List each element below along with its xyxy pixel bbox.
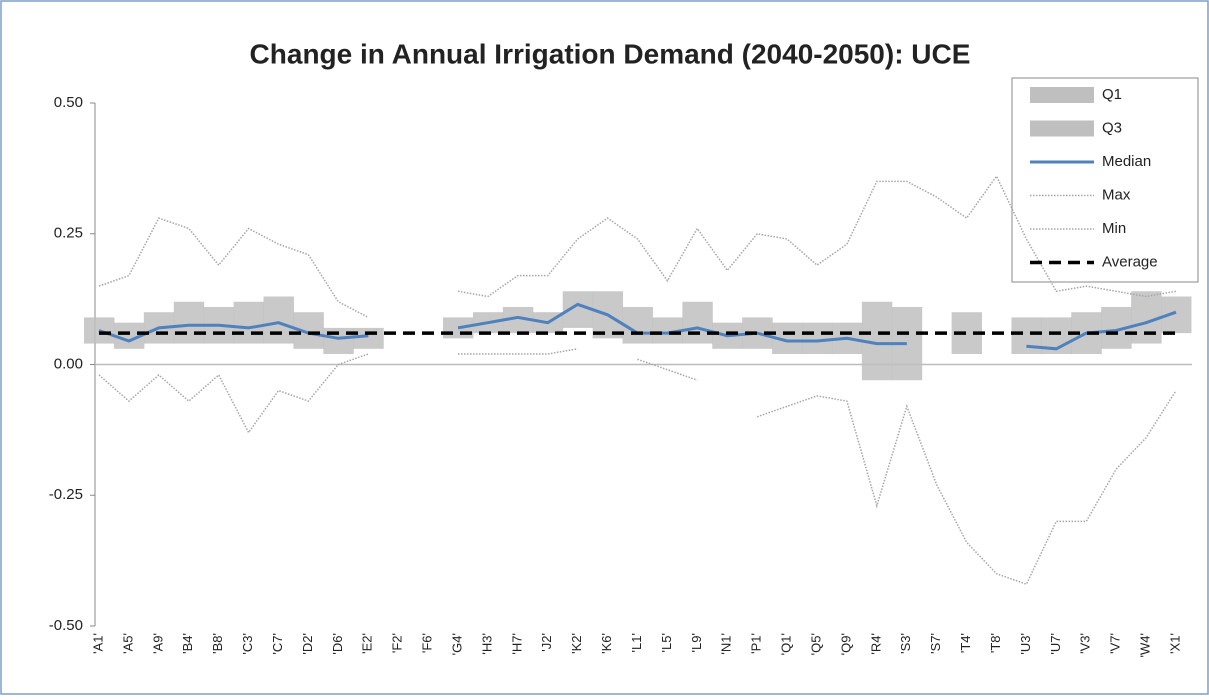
x-tick-label: 'L1' [629, 633, 644, 652]
x-tick-label: 'C3' [240, 633, 255, 655]
iqr-band [353, 327, 384, 349]
legend-label: Average [1102, 253, 1158, 270]
y-tick-label: 0.25 [54, 225, 83, 242]
iqr-band [1131, 291, 1162, 344]
x-tick-label: 'S7' [928, 633, 943, 654]
legend-label: Min [1102, 220, 1126, 237]
x-tick-label: 'S3' [898, 633, 913, 654]
x-tick-label: 'R4' [868, 633, 883, 655]
legend-swatch [1030, 120, 1094, 137]
x-tick-label: 'Q5' [808, 633, 823, 655]
x-tick-label: 'L9' [689, 633, 704, 652]
x-tick-label: 'D6' [330, 633, 345, 655]
iqr-band [263, 296, 294, 344]
x-tick-label: 'L5' [659, 633, 674, 652]
x-tick-label: 'P1' [749, 633, 764, 654]
y-tick-label: 0.00 [54, 355, 83, 372]
x-tick-label: 'H3' [479, 633, 494, 655]
y-tick-label: -0.50 [49, 617, 83, 634]
x-tick-label: 'V3' [1078, 633, 1093, 654]
x-tick-label: 'A9' [150, 633, 165, 654]
x-tick-label: 'N1' [719, 633, 734, 655]
x-tick-label: 'U3' [1018, 633, 1033, 655]
y-tick-label: -0.25 [49, 486, 83, 503]
x-tick-label: 'B8' [210, 633, 225, 654]
chart-title: Change in Annual Irrigation Demand (2040… [250, 38, 971, 69]
x-tick-label: 'D2' [300, 633, 315, 655]
x-tick-label: 'K6' [599, 633, 614, 654]
legend-label: Q3 [1102, 119, 1122, 136]
iqr-band [682, 301, 713, 344]
x-tick-label: 'T4' [958, 633, 973, 653]
x-tick-label: 'X1' [1167, 633, 1182, 654]
iqr-band [802, 322, 833, 355]
x-tick-label: 'H7' [509, 633, 524, 655]
series-line [98, 174, 1177, 319]
x-tick-label: 'B4' [180, 633, 195, 654]
legend-label: Max [1102, 186, 1131, 203]
legend-label: Q1 [1102, 86, 1122, 103]
x-tick-label: 'F2' [390, 633, 405, 653]
x-tick-label: 'G4' [449, 633, 464, 655]
x-tick-label: 'J2' [539, 633, 554, 652]
iqr-band [622, 306, 653, 344]
x-tick-label: 'Q9' [838, 633, 853, 655]
x-tick-label: 'C7' [270, 633, 285, 655]
x-tick-label: 'K2' [569, 633, 584, 654]
legend [1011, 77, 1199, 283]
x-tick-label: 'E2' [360, 633, 375, 654]
x-tick-label: 'A5' [120, 633, 135, 654]
legend-swatch [1030, 87, 1094, 103]
legend-label: Median [1102, 153, 1151, 170]
x-tick-label: 'A1' [90, 633, 105, 654]
x-tick-label: 'U7' [1048, 633, 1063, 655]
iqr-band [173, 301, 205, 344]
x-tick-label: 'T8' [988, 633, 1003, 653]
iqr-band [233, 301, 265, 344]
x-tick-label: 'F6' [420, 633, 435, 653]
x-tick-label: 'Q1' [779, 633, 794, 655]
y-tick-label: 0.50 [54, 94, 83, 111]
x-tick-label: 'V7' [1108, 633, 1123, 654]
x-tick-label: 'W4' [1138, 633, 1153, 657]
